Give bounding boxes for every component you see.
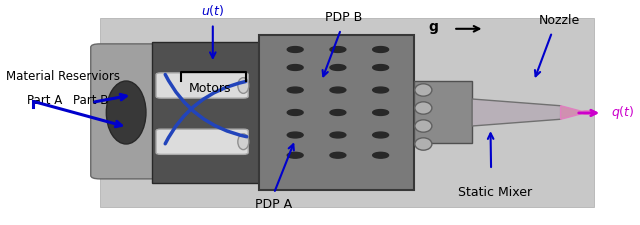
Bar xyxy=(414,81,472,143)
Bar xyxy=(152,42,259,183)
Polygon shape xyxy=(561,106,586,119)
Circle shape xyxy=(330,65,346,70)
Text: $q(t)$: $q(t)$ xyxy=(611,104,634,122)
Polygon shape xyxy=(472,99,561,126)
Ellipse shape xyxy=(238,78,249,93)
FancyBboxPatch shape xyxy=(156,129,248,154)
Ellipse shape xyxy=(106,81,146,144)
Circle shape xyxy=(372,132,388,138)
Circle shape xyxy=(372,47,388,52)
Text: Motors: Motors xyxy=(189,82,231,95)
Text: Part B: Part B xyxy=(73,94,108,107)
Ellipse shape xyxy=(415,84,432,96)
Ellipse shape xyxy=(415,102,432,114)
FancyBboxPatch shape xyxy=(91,44,161,179)
Text: Static Mixer: Static Mixer xyxy=(458,186,532,199)
Circle shape xyxy=(287,132,303,138)
Ellipse shape xyxy=(415,120,432,132)
Circle shape xyxy=(287,152,303,158)
Text: $u(t)$: $u(t)$ xyxy=(201,3,225,18)
Circle shape xyxy=(330,87,346,93)
FancyBboxPatch shape xyxy=(156,73,248,98)
Circle shape xyxy=(372,65,388,70)
Circle shape xyxy=(287,47,303,52)
Text: Part A: Part A xyxy=(28,94,63,107)
Text: PDP A: PDP A xyxy=(255,198,292,211)
Circle shape xyxy=(287,87,303,93)
Circle shape xyxy=(330,110,346,115)
Text: Nozzle: Nozzle xyxy=(539,14,580,27)
Text: Material Reserviors: Material Reserviors xyxy=(6,70,120,83)
Circle shape xyxy=(581,111,591,114)
Text: $\mathbf{g}$: $\mathbf{g}$ xyxy=(428,21,438,36)
Circle shape xyxy=(287,110,303,115)
Circle shape xyxy=(330,132,346,138)
Ellipse shape xyxy=(238,134,249,150)
Ellipse shape xyxy=(415,138,432,150)
Text: PDP B: PDP B xyxy=(325,11,363,24)
Bar xyxy=(259,35,414,190)
Circle shape xyxy=(372,110,388,115)
Bar xyxy=(100,18,594,207)
Circle shape xyxy=(330,47,346,52)
Circle shape xyxy=(330,152,346,158)
Circle shape xyxy=(372,152,388,158)
Circle shape xyxy=(287,65,303,70)
Circle shape xyxy=(372,87,388,93)
